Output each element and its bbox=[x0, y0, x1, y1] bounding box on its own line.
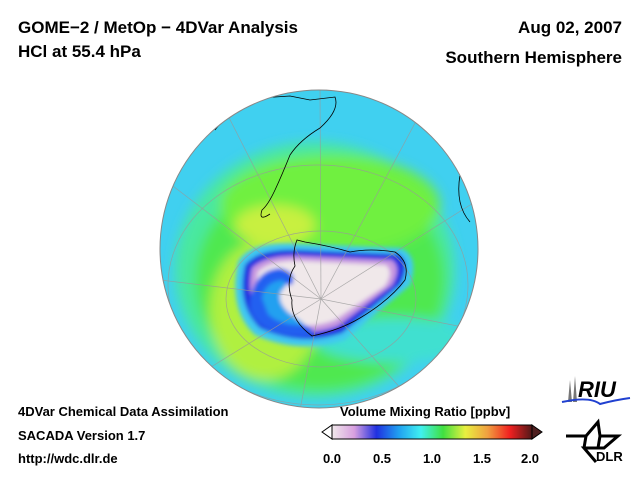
colorbar-title: Volume Mixing Ratio [ppbv] bbox=[340, 404, 511, 419]
map-date: Aug 02, 2007 bbox=[518, 18, 622, 37]
map-region: Southern Hemisphere bbox=[445, 48, 622, 67]
svg-text:RIU: RIU bbox=[578, 377, 617, 402]
footer-assimilation-label: 4DVar Chemical Data Assimilation bbox=[18, 404, 229, 419]
colorbar-min-arrow bbox=[321, 424, 333, 440]
footer-url-link[interactable]: http://wdc.dlr.de bbox=[18, 451, 118, 466]
colorbar-tick: 0.5 bbox=[372, 451, 392, 466]
colorbar-tick: 2.0 bbox=[520, 451, 540, 466]
riu-logo: RIU bbox=[561, 376, 631, 406]
colorbar-bar bbox=[331, 424, 533, 440]
svg-text:DLR: DLR bbox=[596, 449, 623, 464]
colorbar-max-arrow bbox=[531, 424, 543, 440]
footer-version-label: SACADA Version 1.7 bbox=[18, 428, 146, 443]
colorbar-tick: 1.5 bbox=[472, 451, 492, 466]
map-title: GOME−2 / MetOp − 4DVar Analysis bbox=[18, 18, 298, 37]
colorbar bbox=[321, 424, 543, 440]
colorbar-tick: 0.0 bbox=[322, 451, 342, 466]
map-subtitle: HCl at 55.4 hPa bbox=[18, 42, 141, 61]
colorbar-tick: 1.0 bbox=[422, 451, 442, 466]
dlr-logo: DLR bbox=[566, 418, 623, 464]
